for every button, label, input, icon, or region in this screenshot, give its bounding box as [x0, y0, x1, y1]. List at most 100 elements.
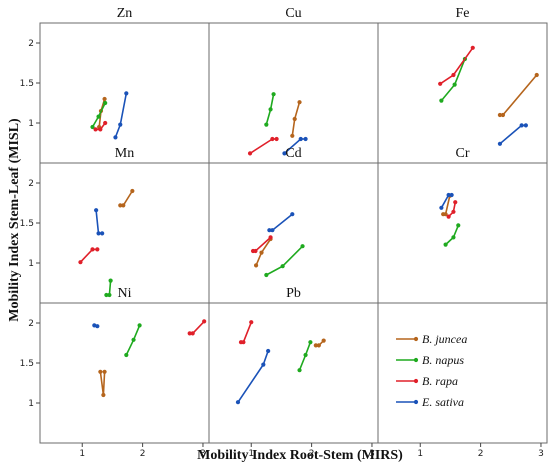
data-point-b-rapa [202, 319, 207, 324]
data-point-e-sativa [113, 135, 118, 140]
legend-marker-e-sativa [413, 399, 419, 405]
data-point-b-rapa [241, 340, 246, 345]
data-point-b-napus [308, 340, 313, 345]
data-point-b-juncea [121, 203, 126, 208]
data-point-b-napus [297, 368, 302, 373]
data-point-b-napus [107, 292, 112, 298]
data-point-b-juncea [297, 100, 302, 105]
data-point-b-rapa [453, 200, 458, 205]
data-point-b-rapa [103, 120, 108, 126]
data-point-e-sativa [266, 348, 271, 354]
series-line-e-sativa [499, 124, 526, 145]
data-point-b-rapa [253, 248, 258, 254]
data-point-b-napus [108, 278, 113, 283]
data-point-b-napus [103, 100, 108, 106]
data-point-b-rapa [451, 209, 456, 214]
data-point-b-rapa [93, 127, 98, 132]
data-point-b-juncea [101, 392, 106, 398]
x-tick-label: 3 [538, 449, 544, 459]
panel-mn: 1 1.5 2 Mn [20, 146, 210, 304]
series-line-b-juncea [99, 371, 106, 396]
panel-title: Mn [115, 146, 134, 161]
panel-title: Cu [285, 6, 301, 21]
y-tick-label: 2 [28, 179, 34, 189]
x-axis-label: Mobility Index Root-Stem (MIRS) [197, 448, 403, 463]
y-tick-label: 1.5 [20, 79, 34, 89]
panel-cu: Cu [208, 6, 379, 164]
legend-marker-b-rapa [413, 378, 419, 384]
data-point-b-napus [271, 92, 276, 97]
data-point-b-rapa [98, 127, 103, 132]
series-line-b-juncea [499, 74, 538, 116]
panel-pb: 1 2 3 Pb [208, 286, 379, 459]
data-point-b-rapa [438, 81, 443, 86]
series-line-e-sativa [269, 213, 293, 231]
data-point-e-sativa [282, 151, 287, 156]
data-point-b-juncea [102, 369, 107, 374]
data-point-b-napus [268, 107, 273, 112]
panel-ni: 1 2 3 1 1.5 2 Ni [20, 286, 210, 459]
y-tick-label: 1 [28, 259, 34, 269]
series-line-b-napus [445, 225, 460, 246]
data-point-b-juncea [290, 133, 295, 138]
panel-frame [208, 22, 379, 164]
panel-frame [39, 302, 210, 444]
data-point-b-juncea [500, 112, 506, 118]
data-point-e-sativa [303, 136, 308, 142]
data-point-e-sativa [446, 192, 451, 198]
x-tick-label: 2 [478, 449, 484, 459]
x-tick-label: 1 [248, 449, 254, 459]
data-point-b-rapa [190, 331, 195, 336]
legend-label-e-sativa: E. sativa [421, 395, 464, 409]
series-line-e-sativa [237, 350, 269, 403]
data-point-b-rapa [274, 136, 279, 142]
series-line-b-rapa [249, 138, 277, 155]
data-point-e-sativa [124, 91, 129, 96]
data-point-b-rapa [270, 136, 275, 142]
data-point-b-juncea [259, 250, 264, 255]
panel-title: Fe [456, 6, 470, 21]
legend-label-b-juncea: B. juncea [422, 332, 467, 346]
panel-title: Zn [117, 6, 133, 21]
data-point-b-rapa [90, 247, 95, 252]
data-point-b-juncea [102, 96, 107, 102]
data-point-b-juncea [321, 338, 326, 343]
data-point-b-juncea [497, 112, 503, 118]
data-point-e-sativa [497, 141, 503, 146]
data-point-b-napus [90, 124, 95, 130]
data-point-b-juncea [292, 116, 297, 122]
panel-frame [208, 162, 379, 304]
panel-title: Pb [286, 286, 301, 301]
data-point-b-juncea [534, 72, 539, 78]
data-point-b-napus [451, 235, 456, 240]
data-point-e-sativa [290, 212, 295, 217]
series-line-e-sativa [114, 93, 128, 138]
y-tick-label: 2 [28, 319, 34, 329]
panel-cd: Cd [208, 146, 379, 304]
panel-title: Ni [118, 286, 132, 301]
data-point-b-rapa [446, 214, 451, 219]
data-point-b-napus [264, 122, 269, 127]
data-point-e-sativa [519, 123, 524, 128]
data-point-b-napus [439, 98, 444, 103]
y-tick-label: 2 [28, 39, 34, 49]
data-point-b-napus [124, 352, 129, 358]
x-tick-label: 1 [417, 449, 423, 459]
data-point-b-napus [131, 337, 136, 342]
data-point-e-sativa [439, 205, 444, 210]
legend-label-b-rapa: B. rapa [422, 374, 458, 388]
data-point-b-rapa [249, 320, 254, 325]
y-tick-label: 1.5 [20, 359, 34, 369]
y-tick-label: 1 [28, 119, 34, 129]
data-point-b-juncea [316, 343, 321, 348]
data-point-b-napus [303, 352, 308, 358]
data-point-e-sativa [118, 122, 123, 127]
data-point-e-sativa [235, 400, 241, 405]
series-line-b-rapa [448, 202, 457, 218]
data-point-e-sativa [96, 231, 101, 236]
legend-marker-b-juncea [413, 336, 419, 342]
data-point-e-sativa [298, 136, 303, 142]
panel-frame [39, 162, 210, 304]
y-tick-label: 1 [28, 399, 34, 409]
